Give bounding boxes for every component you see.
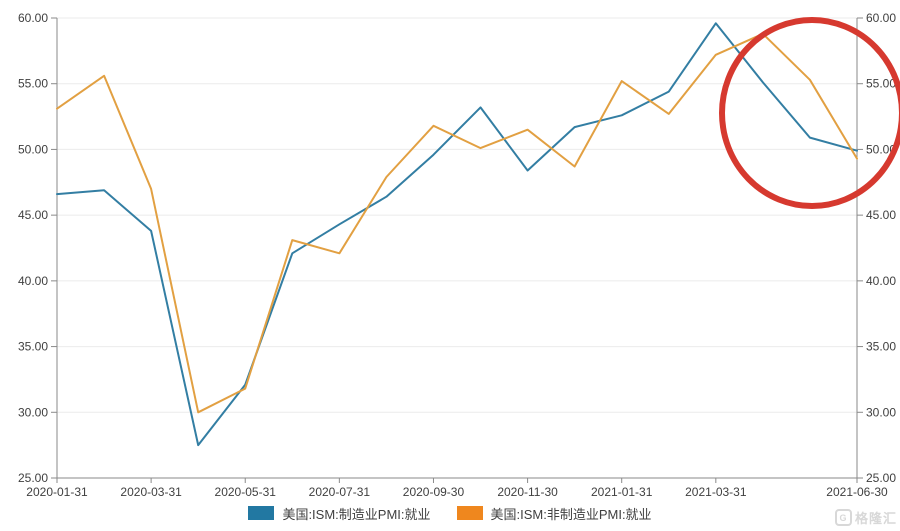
x-axis-label: 2020-01-31 xyxy=(26,485,88,499)
legend-label-manufacturing: 美国:ISM:制造业PMI:就业 xyxy=(282,506,431,522)
y-axis-label-left: 30.00 xyxy=(18,405,48,419)
legend-item-manufacturing-pmi: 美国:ISM:制造业PMI:就业 xyxy=(248,504,431,523)
legend-label-nonmanufacturing: 美国:ISM:非制造业PMI:就业 xyxy=(490,506,652,522)
y-axis-label-right: 50.00 xyxy=(866,142,896,156)
legend-swatch-nonmanufacturing-icon xyxy=(456,506,483,520)
gelonghui-logo-icon: G xyxy=(834,509,852,526)
chart-legend: 美国:ISM:制造业PMI:就业 美国:ISM:非制造业PMI:就业 xyxy=(0,502,900,524)
y-axis-label-left: 40.00 xyxy=(18,274,48,288)
y-axis-label-right: 55.00 xyxy=(866,77,896,91)
highlight-ellipse-annotation xyxy=(719,17,900,209)
watermark-text: 格隆汇 xyxy=(854,511,897,526)
x-axis-label: 2020-11-30 xyxy=(497,485,558,499)
y-axis-label-right: 60.00 xyxy=(866,11,896,25)
x-axis-label: 2020-03-31 xyxy=(120,485,182,499)
series-line-1 xyxy=(56,32,858,414)
y-axis-label-right: 30.00 xyxy=(866,405,896,419)
x-axis-label: 2021-03-31 xyxy=(685,485,747,499)
y-axis-label-right: 45.00 xyxy=(866,208,896,222)
y-axis-label-left: 45.00 xyxy=(18,208,48,222)
y-axis-label-right: 25.00 xyxy=(866,471,896,485)
y-axis-label-left: 25.00 xyxy=(18,471,48,485)
y-axis-label-right: 35.00 xyxy=(866,340,896,354)
legend-swatch-manufacturing-icon xyxy=(248,506,275,520)
series-line-0 xyxy=(56,22,858,447)
x-axis-label: 2021-01-31 xyxy=(591,485,653,499)
y-axis-label-left: 35.00 xyxy=(18,340,48,354)
y-axis-label-left: 50.00 xyxy=(18,142,48,156)
y-axis-label-left: 60.00 xyxy=(18,11,48,25)
x-axis-label: 2020-09-30 xyxy=(403,485,465,499)
x-axis-label: 2020-05-31 xyxy=(215,485,277,499)
x-axis-label: 2021-06-30 xyxy=(826,485,888,499)
y-axis-label-left: 55.00 xyxy=(18,77,48,91)
x-axis-label: 2020-07-31 xyxy=(309,485,371,499)
legend-item-nonmanufacturing-pmi: 美国:ISM:非制造业PMI:就业 xyxy=(456,504,652,523)
gelonghui-watermark: G 格隆汇 xyxy=(834,508,897,527)
y-axis-label-right: 40.00 xyxy=(866,274,896,288)
